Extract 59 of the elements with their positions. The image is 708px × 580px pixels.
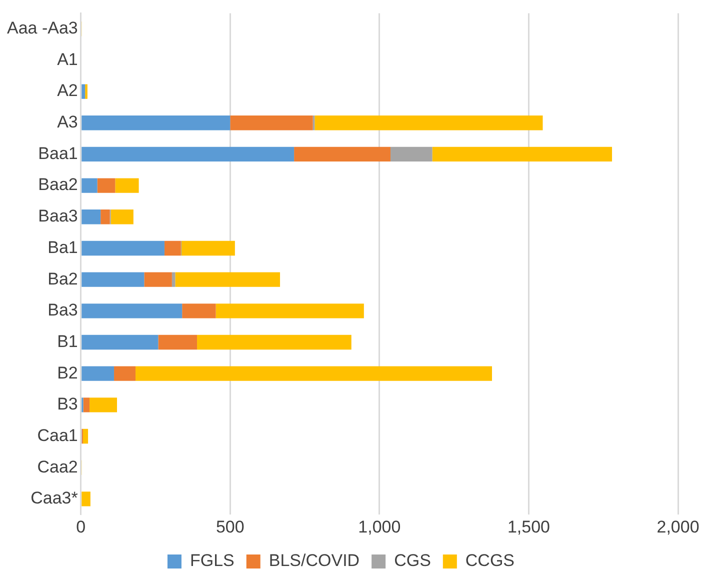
bar xyxy=(82,428,88,444)
bar xyxy=(230,116,313,130)
bar xyxy=(114,366,136,381)
x-tick-label: 500 xyxy=(216,517,244,536)
y-tick-label: Baa3 xyxy=(38,206,78,226)
bar xyxy=(82,116,230,130)
bar xyxy=(314,116,543,130)
legend-label: CCGS xyxy=(465,551,515,570)
y-tick-label: B1 xyxy=(57,332,78,351)
bar xyxy=(82,272,144,287)
y-tick-label: B3 xyxy=(57,394,78,414)
bar xyxy=(83,398,90,412)
y-tick-label: Caa1 xyxy=(37,426,78,445)
bar xyxy=(115,178,139,193)
y-tick-label: Ba1 xyxy=(48,238,78,257)
bar xyxy=(110,210,134,224)
legend-label: FGLS xyxy=(190,551,234,570)
y-tick-label: Ba3 xyxy=(48,300,78,320)
bar xyxy=(97,178,116,193)
bar xyxy=(182,304,216,318)
bar xyxy=(82,84,86,99)
x-tick-label: 1,500 xyxy=(507,517,550,536)
y-tick-label: B2 xyxy=(57,363,78,382)
bar xyxy=(181,240,235,256)
legend-label: CGS xyxy=(394,551,431,570)
x-tick-label: 0 xyxy=(76,517,86,536)
y-tick-label: Aaa -Aa3 xyxy=(6,18,78,38)
bar xyxy=(82,146,294,162)
bar xyxy=(432,146,612,162)
bar xyxy=(100,210,110,224)
bar xyxy=(82,304,182,318)
bar xyxy=(82,240,164,256)
legend-label: BLS/COVID xyxy=(268,551,360,570)
y-tick-label: A2 xyxy=(57,81,78,100)
y-tick-label: Ba2 xyxy=(48,269,78,288)
bar xyxy=(390,146,432,162)
bar xyxy=(172,272,176,287)
bar xyxy=(82,366,114,381)
y-tick-label: A3 xyxy=(57,112,78,132)
y-tick-label: Caa2 xyxy=(37,457,78,476)
bar xyxy=(175,272,280,287)
bar xyxy=(216,304,364,318)
bar xyxy=(294,146,390,162)
bar xyxy=(82,334,158,350)
bar xyxy=(82,492,90,506)
bar xyxy=(197,334,352,350)
bar xyxy=(82,210,101,224)
x-tick-label: 1,000 xyxy=(358,517,401,536)
y-tick-label: Baa2 xyxy=(38,175,78,194)
y-tick-label: Baa1 xyxy=(38,144,78,163)
y-tick-label: A1 xyxy=(57,50,78,69)
y-tick-label: Caa3* xyxy=(30,488,78,508)
bar xyxy=(144,272,172,287)
bar xyxy=(164,240,181,256)
bar xyxy=(158,334,198,350)
x-tick-label: 2,000 xyxy=(656,517,700,536)
bar xyxy=(136,366,492,381)
bar xyxy=(82,178,98,193)
bar xyxy=(90,398,118,412)
